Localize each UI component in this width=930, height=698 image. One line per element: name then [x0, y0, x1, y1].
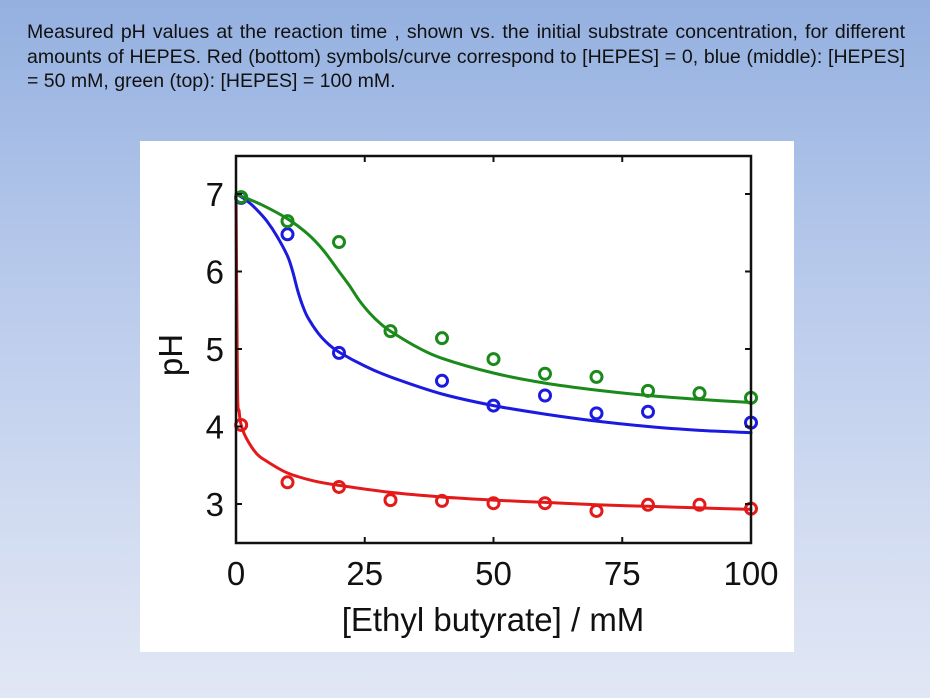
y-tick-label: 6 — [206, 254, 224, 291]
x-tick-label: 25 — [346, 555, 383, 592]
data-point-red — [435, 493, 449, 508]
data-point-green — [383, 324, 398, 339]
data-point-red — [641, 497, 655, 512]
plot-frame — [234, 154, 753, 545]
data-point-red — [538, 496, 552, 511]
data-point-blue — [538, 388, 552, 403]
data-point-blue — [486, 398, 501, 413]
fit-curve-blue — [234, 192, 753, 435]
x-axis-label: [Ethyl butyrate] / mM — [342, 601, 645, 638]
data-point-green — [538, 366, 552, 381]
data-point-blue — [280, 227, 295, 242]
data-point-red — [589, 503, 604, 518]
data-point-red — [692, 497, 707, 512]
data-point-green — [641, 383, 655, 398]
slide-caption: Measured pH values at the reaction time … — [27, 21, 905, 92]
data-point-red — [486, 496, 501, 511]
data-point-blue — [589, 406, 604, 421]
data-point-red — [332, 479, 346, 494]
x-tick-label: 50 — [475, 555, 512, 592]
data-point-green — [435, 331, 449, 346]
x-tick-label: 0 — [227, 555, 245, 592]
data-point-green — [332, 235, 346, 250]
data-point-green — [589, 369, 604, 384]
y-tick-label: 7 — [206, 176, 224, 213]
data-point-green — [692, 386, 707, 401]
data-point-red — [383, 493, 398, 508]
y-tick-label: 4 — [206, 409, 224, 446]
ph-vs-substrate-chart: 0 25 50 75 100 3 4 5 6 7 [Ethyl butyrate] / mM pH — [152, 154, 779, 638]
data-point-blue — [435, 373, 449, 388]
chart-panel: 0 25 50 75 100 3 4 5 6 7 [Ethyl butyrate] / mM pH — [140, 141, 794, 652]
y-axis-label: pH — [152, 334, 189, 376]
y-tick-label: 3 — [206, 486, 224, 523]
x-tick-label: 100 — [723, 555, 778, 592]
data-point-green — [280, 214, 295, 229]
data-point-green — [486, 352, 501, 367]
data-point-blue — [641, 404, 655, 419]
x-tick-label: 75 — [604, 555, 641, 592]
y-tick-label: 5 — [206, 331, 224, 368]
fit-curve-green — [234, 192, 753, 404]
data-point-red — [280, 475, 295, 490]
data-point-blue — [332, 345, 346, 360]
